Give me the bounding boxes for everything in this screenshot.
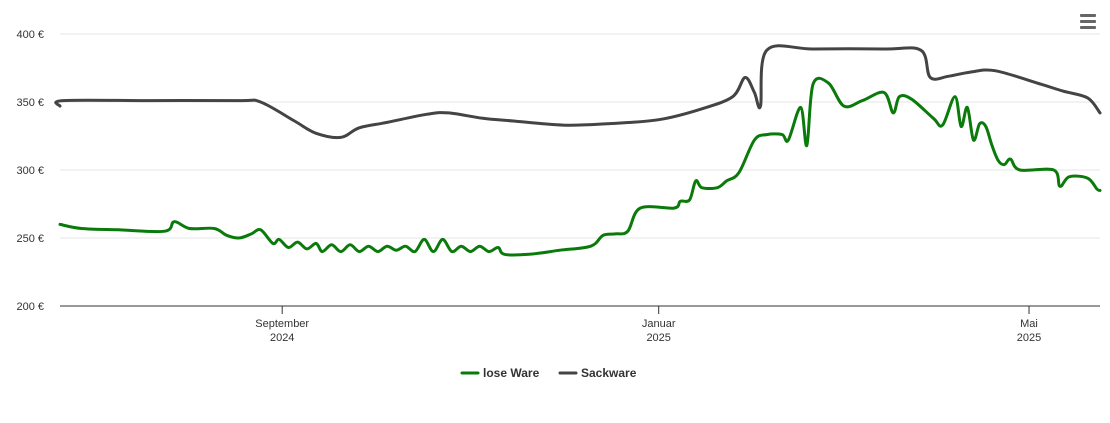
x-tick-year: 2025 [646, 332, 670, 344]
y-grid [60, 33, 1100, 239]
y-tick-label: 300 € [16, 165, 44, 177]
x-tick-month: Mai [1020, 318, 1038, 330]
hamburger-menu-icon[interactable] [1076, 10, 1100, 32]
y-tick-label: 250 € [16, 233, 44, 245]
legend-label: lose Ware [483, 366, 540, 380]
legend-label: Sackware [581, 366, 637, 380]
series-line-sackware [54, 44, 1102, 140]
x-tick-month: September [255, 318, 309, 330]
x-tick-month: Januar [642, 318, 676, 330]
x-tick-year: 2024 [270, 332, 294, 344]
y-axis-labels: 200 € 250 € 300 € 350 € 400 € [16, 29, 44, 313]
x-axis-ticks: September 2024 Januar 2025 Mai 2025 [255, 306, 1041, 344]
legend-item-sackware[interactable]: Sackware [558, 366, 637, 380]
x-tick-year: 2025 [1017, 332, 1041, 344]
legend-item-lose-ware[interactable]: lose Ware [460, 366, 540, 380]
y-tick-label: 350 € [16, 97, 44, 109]
legend: lose Ware Sackware [460, 366, 637, 380]
series-layer [54, 44, 1102, 257]
y-tick-label: 400 € [16, 29, 44, 41]
y-tick-label: 200 € [16, 301, 44, 313]
series-line-lose-ware [58, 76, 1102, 257]
